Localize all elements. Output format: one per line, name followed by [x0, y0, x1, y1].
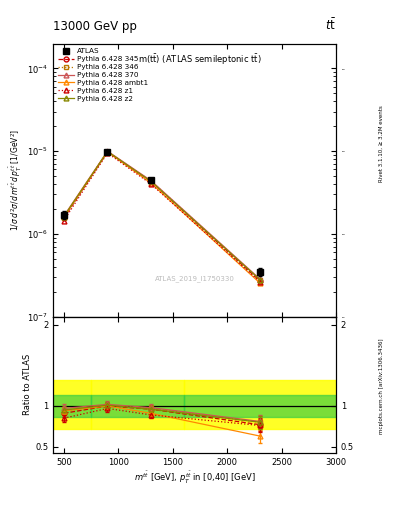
X-axis label: $m^{t\bar{t}}$ [GeV], $p_T^{t\bar{t}}$ in [0,40] [GeV]: $m^{t\bar{t}}$ [GeV], $p_T^{t\bar{t}}$ i… — [134, 470, 255, 486]
Legend: ATLAS, Pythia 6.428 345, Pythia 6.428 346, Pythia 6.428 370, Pythia 6.428 ambt1,: ATLAS, Pythia 6.428 345, Pythia 6.428 34… — [56, 46, 150, 104]
Text: 13000 GeV pp: 13000 GeV pp — [53, 20, 137, 33]
Text: Rivet 3.1.10, ≥ 3.2M events: Rivet 3.1.10, ≥ 3.2M events — [379, 105, 384, 182]
Text: t$\bar{\rm t}$: t$\bar{\rm t}$ — [325, 18, 336, 33]
Y-axis label: $1/\sigma\,d^2\sigma/d\,m^{t\bar{t}}\,d\,p_T^{t\bar{t}}$ [1/GeV$^2$]: $1/\sigma\,d^2\sigma/d\,m^{t\bar{t}}\,d\… — [8, 129, 24, 231]
Text: ATLAS_2019_I1750330: ATLAS_2019_I1750330 — [154, 275, 235, 282]
Y-axis label: Ratio to ATLAS: Ratio to ATLAS — [23, 354, 32, 415]
Text: m(t$\bar{\rm t}$) (ATLAS semileptonic t$\bar{\rm t}$): m(t$\bar{\rm t}$) (ATLAS semileptonic t$… — [138, 52, 262, 67]
Text: mcplots.cern.ch [arXiv:1306.3436]: mcplots.cern.ch [arXiv:1306.3436] — [379, 339, 384, 434]
